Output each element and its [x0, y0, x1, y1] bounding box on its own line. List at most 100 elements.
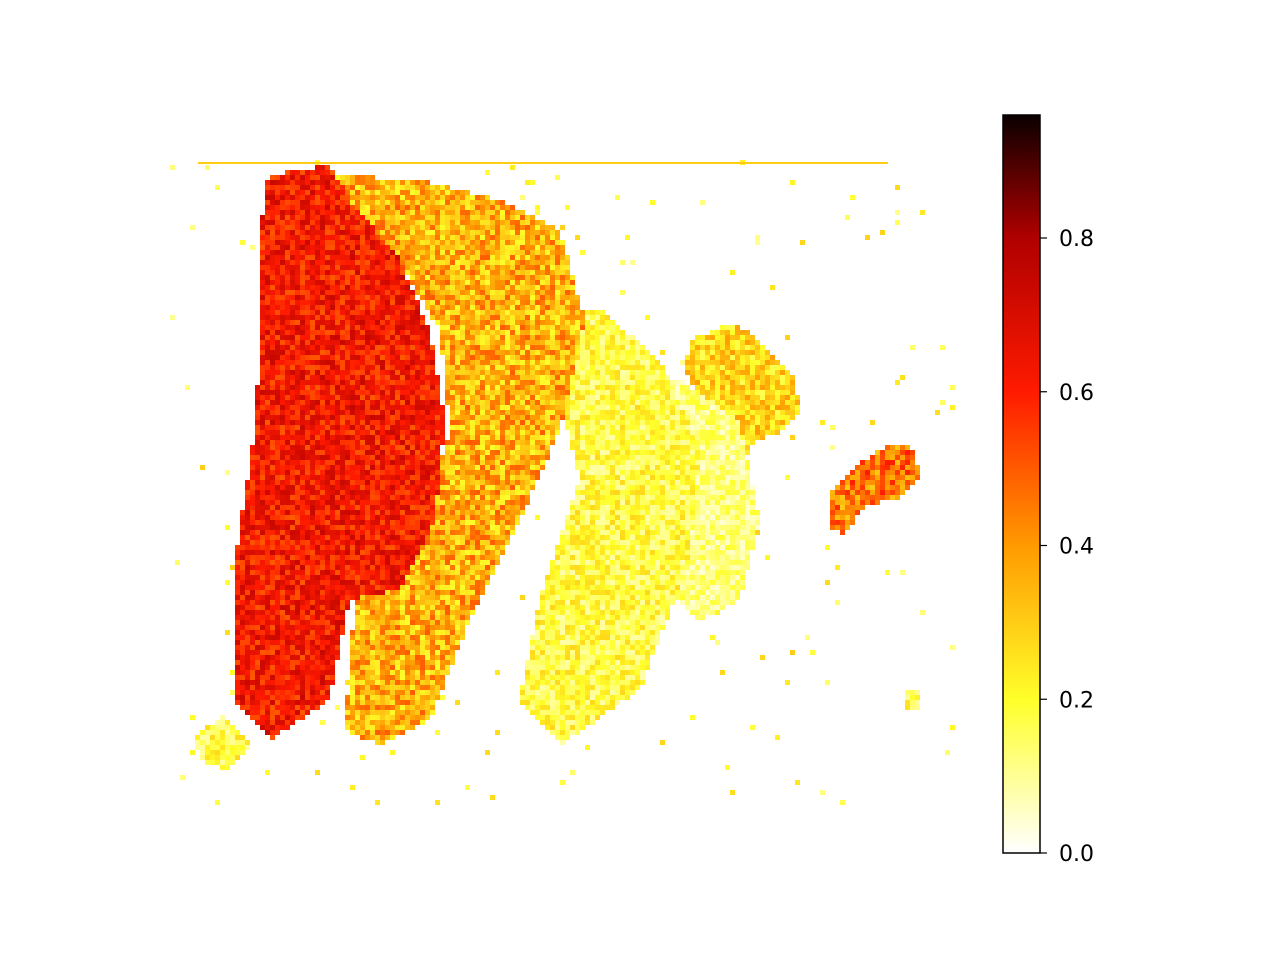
heatmap-cell [435, 465, 440, 470]
heatmap-cell [650, 390, 655, 395]
heatmap-cell [465, 205, 470, 210]
heatmap-cell [745, 395, 750, 400]
heatmap-cell [495, 215, 500, 220]
heatmap-cell [620, 420, 625, 425]
heatmap-cell [280, 450, 285, 455]
heatmap-cell [275, 295, 280, 300]
heatmap-cell [615, 360, 620, 365]
heatmap-cell [485, 345, 490, 350]
heatmap-cell [705, 410, 710, 415]
heatmap-cell [735, 470, 740, 475]
heatmap-cell [870, 470, 875, 475]
heatmap-cell [260, 480, 265, 485]
heatmap-cell [580, 310, 585, 315]
heatmap-cell [695, 450, 700, 455]
heatmap-cell [335, 450, 340, 455]
heatmap-cell [385, 470, 390, 475]
heatmap-cell [405, 310, 410, 315]
heatmap-cell [415, 305, 420, 310]
heatmap-cell [520, 390, 525, 395]
heatmap-cell [480, 385, 485, 390]
heatmap-cell [495, 420, 500, 425]
heatmap-cell [445, 220, 450, 225]
heatmap-cell [295, 335, 300, 340]
heatmap-cell [910, 460, 915, 465]
heatmap-cell [515, 305, 520, 310]
heatmap-cell [600, 375, 605, 380]
heatmap-cell [320, 355, 325, 360]
heatmap-cell [610, 460, 615, 465]
heatmap-cell [550, 395, 555, 400]
heatmap-cell [480, 380, 485, 385]
heatmap-cell [910, 475, 915, 480]
heatmap-cell [315, 420, 320, 425]
heatmap-cell [665, 420, 670, 425]
heatmap-cell [745, 450, 750, 455]
heatmap-cell [420, 470, 425, 475]
heatmap-cell [290, 410, 295, 415]
heatmap-cell [485, 275, 490, 280]
heatmap-cell [335, 275, 340, 280]
heatmap-cell [310, 220, 315, 225]
heatmap-cell [335, 205, 340, 210]
heatmap-cell [900, 445, 905, 450]
heatmap-cell [640, 470, 645, 475]
heatmap-cell [300, 465, 305, 470]
heatmap-cell [315, 255, 320, 260]
heatmap-cell [765, 420, 770, 425]
heatmap-cell [355, 265, 360, 270]
heatmap-cell [505, 280, 510, 285]
heatmap-cell [300, 305, 305, 310]
heatmap-cell [380, 355, 385, 360]
heatmap-cell [530, 340, 535, 345]
heatmap-cell [535, 245, 540, 250]
heatmap-cell [280, 310, 285, 315]
heatmap-cell [560, 225, 565, 230]
heatmap-cell [635, 450, 640, 455]
heatmap-cell [310, 345, 315, 350]
heatmap-cell [755, 370, 760, 375]
heatmap-cell [310, 335, 315, 340]
heatmap-cell [375, 425, 380, 430]
heatmap-cell [545, 420, 550, 425]
heatmap-cell [405, 280, 410, 285]
heatmap-cell [300, 370, 305, 375]
heatmap-cell [425, 435, 430, 440]
heatmap-cell [370, 450, 375, 455]
heatmap-cell [285, 365, 290, 370]
heatmap-cell [465, 355, 470, 360]
heatmap-cell [745, 470, 750, 475]
heatmap-cell [725, 395, 730, 400]
heatmap-cell [385, 180, 390, 185]
heatmap-cell [580, 450, 585, 455]
heatmap-cell [475, 285, 480, 290]
heatmap-cell [530, 450, 535, 455]
heatmap-cell [470, 345, 475, 350]
heatmap-cell [750, 385, 755, 390]
heatmap-cell [490, 325, 495, 330]
heatmap-cell [555, 255, 560, 260]
heatmap-cell [260, 455, 265, 460]
heatmap-cell [535, 470, 540, 475]
heatmap-cell [420, 290, 425, 295]
heatmap-cell [465, 410, 470, 415]
heatmap-cell [475, 440, 480, 445]
heatmap-cell [270, 230, 275, 235]
heatmap-cell [330, 385, 335, 390]
heatmap-cell [300, 310, 305, 315]
heatmap-cell [315, 365, 320, 370]
heatmap-cell [440, 350, 445, 355]
heatmap-cell [695, 415, 700, 420]
heatmap-cell [530, 405, 535, 410]
heatmap-cell [460, 215, 465, 220]
heatmap-cell [705, 440, 710, 445]
heatmap-cell [735, 345, 740, 350]
heatmap-cell [435, 415, 440, 420]
heatmap-cell [345, 260, 350, 265]
heatmap-cell [330, 445, 335, 450]
heatmap-cell [570, 370, 575, 375]
heatmap-cell [325, 410, 330, 415]
heatmap-cell [690, 435, 695, 440]
heatmap-cell [305, 375, 310, 380]
heatmap-cell [270, 360, 275, 365]
